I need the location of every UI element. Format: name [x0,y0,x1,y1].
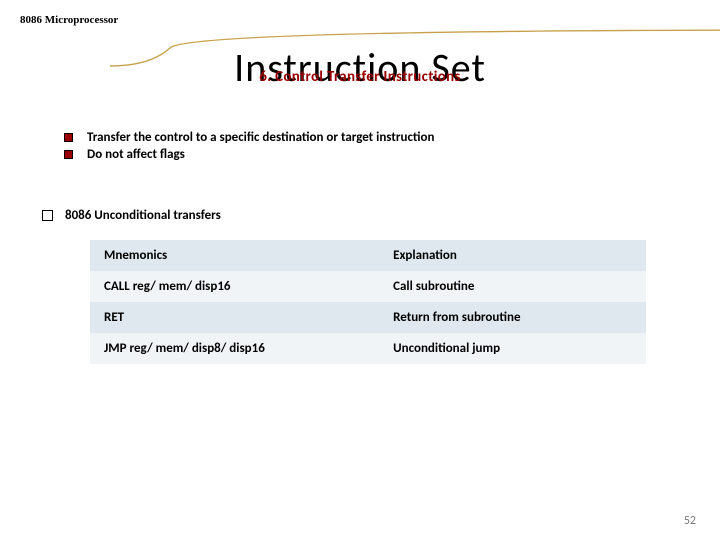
table-row: JMP reg/ mem/ disp8/ disp16 Unconditiona… [90,333,646,364]
title-block: Instruction Set 6. Control Transfer Inst… [0,48,720,86]
hollow-square-icon [42,210,53,221]
bullet-list: Transfer the control to a specific desti… [64,130,434,164]
instruction-table: Mnemonics Explanation CALL reg/ mem/ dis… [90,240,646,364]
list-item: Do not affect flags [64,147,434,162]
table-row: CALL reg/ mem/ disp16 Call subroutine [90,271,646,302]
cell-mnemonic: JMP reg/ mem/ disp8/ disp16 [90,333,379,364]
cell-mnemonic: RET [90,302,379,333]
section-heading-row: 8086 Unconditional transfers [42,208,221,223]
table-header-row: Mnemonics Explanation [90,240,646,271]
bullet-text: Transfer the control to a specific desti… [87,130,434,145]
page-number: 52 [684,514,696,528]
filled-square-icon [64,150,73,159]
cell-explanation: Unconditional jump [379,333,646,364]
cell-mnemonic: CALL reg/ mem/ disp16 [90,271,379,302]
section-heading: 8086 Unconditional transfers [65,208,221,223]
cell-explanation: Return from subroutine [379,302,646,333]
col-header-mnemonics: Mnemonics [90,240,379,271]
filled-square-icon [64,133,73,142]
table-row: RET Return from subroutine [90,302,646,333]
list-item: Transfer the control to a specific desti… [64,130,434,145]
col-header-explanation: Explanation [379,240,646,271]
subtitle: 6. Control Transfer Instructions [0,68,720,86]
cell-explanation: Call subroutine [379,271,646,302]
bullet-text: Do not affect flags [87,147,185,162]
header-label: 8086 Microprocessor [20,14,118,26]
